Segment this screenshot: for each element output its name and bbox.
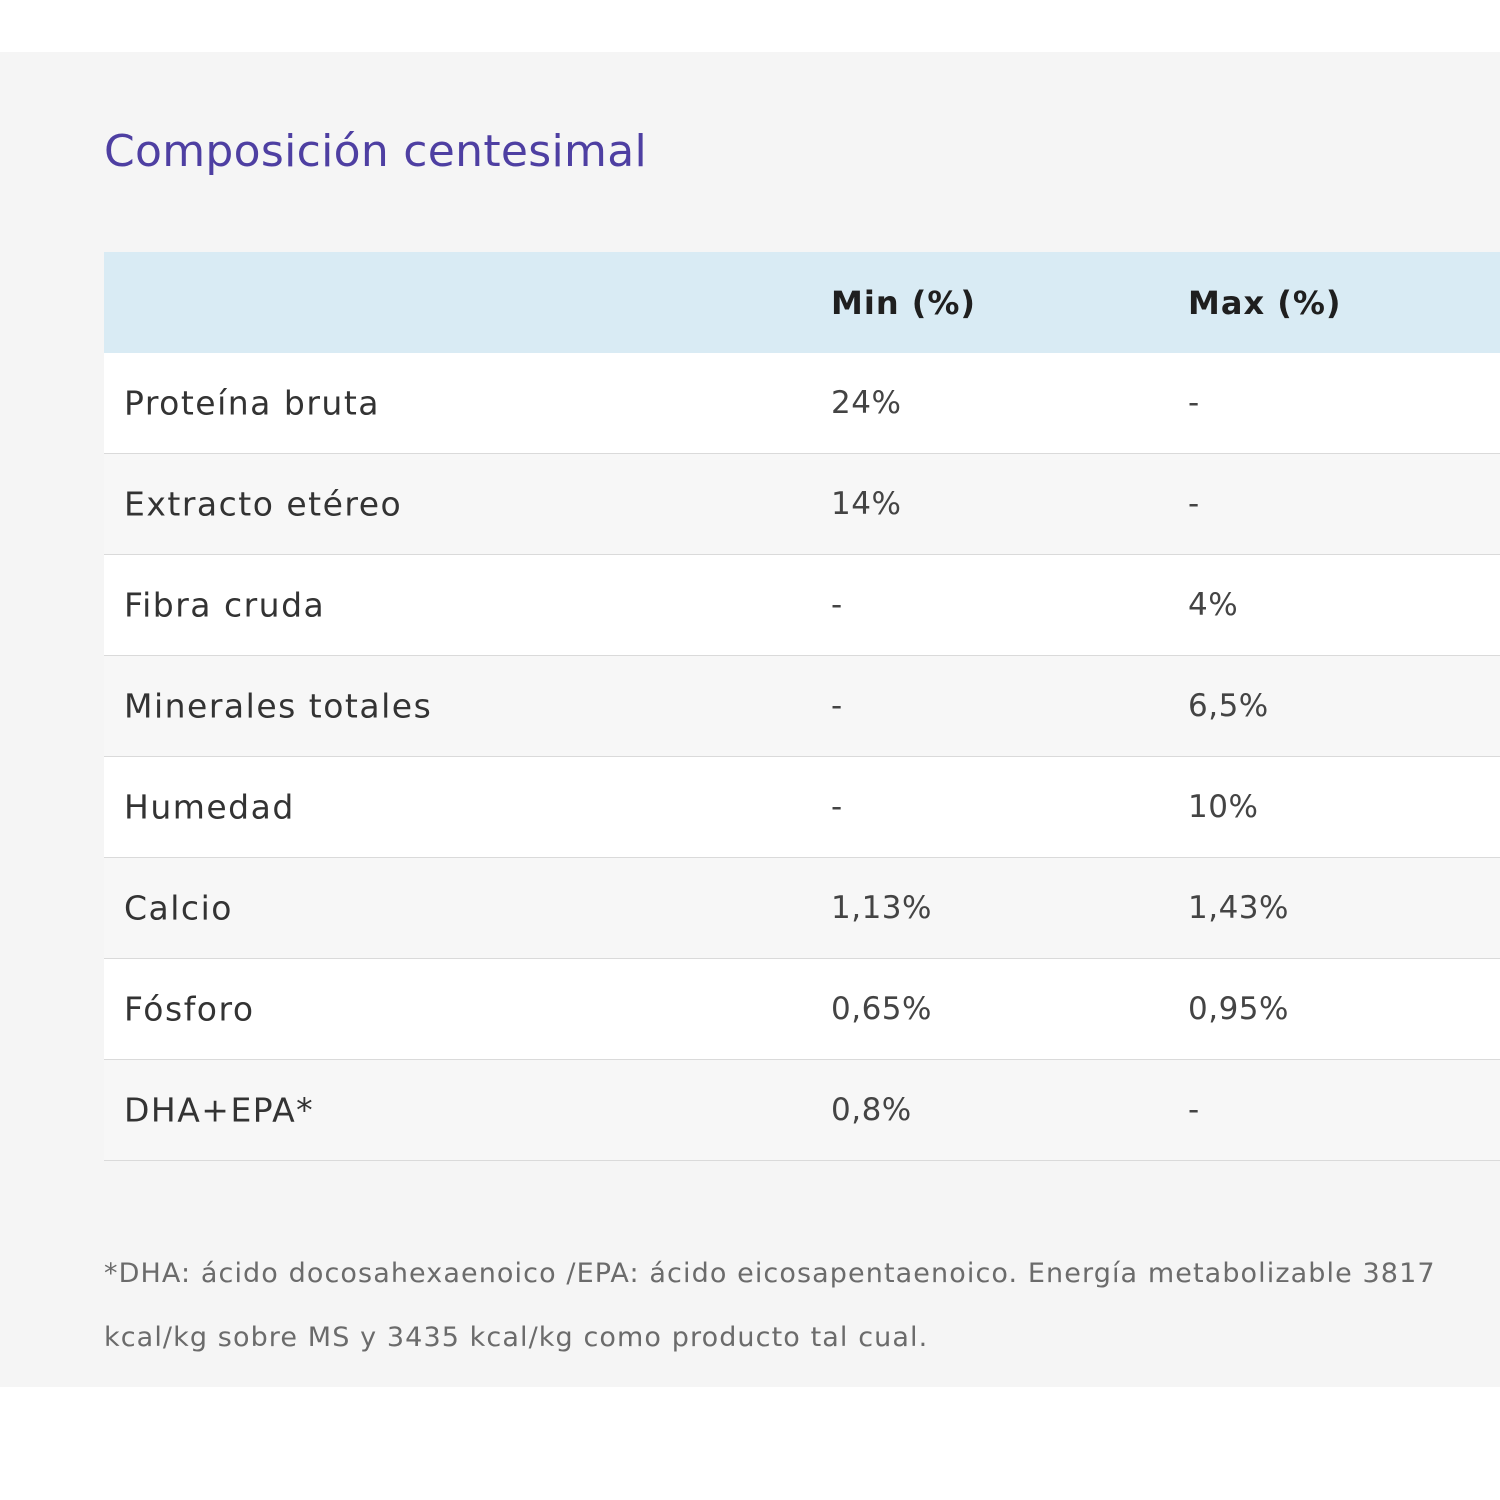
table-row: Extracto etéreo 14% -: [104, 454, 1500, 555]
row-min-value: 1,13%: [831, 890, 932, 926]
composition-table: Min (%) Max (%) Proteína bruta 24% - Ext…: [104, 252, 1500, 1161]
table-row: Calcio 1,13% 1,43%: [104, 858, 1500, 959]
section-title: Composición centesimal: [104, 126, 647, 177]
row-name: Humedad: [124, 787, 295, 827]
row-min-value: -: [831, 587, 843, 623]
row-max-value: 4%: [1188, 587, 1239, 623]
table-row: Humedad - 10%: [104, 757, 1500, 858]
table-row: Minerales totales - 6,5%: [104, 656, 1500, 757]
table-row: Proteína bruta 24% -: [104, 353, 1500, 454]
row-max-value: -: [1188, 1092, 1200, 1128]
row-min-value: 24%: [831, 385, 902, 421]
header-cell-max: Max (%): [1188, 283, 1342, 322]
row-max-value: -: [1188, 385, 1200, 421]
table-header-row: Min (%) Max (%): [104, 252, 1500, 353]
row-min-value: 14%: [831, 486, 902, 522]
row-min-value: 0,65%: [831, 991, 932, 1027]
row-max-value: 1,43%: [1188, 890, 1289, 926]
row-max-value: 6,5%: [1188, 688, 1269, 724]
row-name: DHA+EPA*: [124, 1090, 315, 1130]
row-name: Calcio: [124, 888, 233, 928]
header-cell-min: Min (%): [831, 283, 977, 322]
row-name: Fibra cruda: [124, 585, 326, 625]
row-max-value: 10%: [1188, 789, 1259, 825]
row-max-value: 0,95%: [1188, 991, 1289, 1027]
row-name: Proteína bruta: [124, 383, 380, 423]
row-min-value: -: [831, 789, 843, 825]
footnote: *DHA: ácido docosahexaenoico /EPA: ácido…: [104, 1258, 1436, 1353]
row-name: Minerales totales: [124, 686, 433, 726]
row-min-value: -: [831, 688, 843, 724]
composition-panel: Composición centesimal Min (%) Max (%) P…: [0, 52, 1500, 1387]
row-min-value: 0,8%: [831, 1092, 912, 1128]
table-row: Fibra cruda - 4%: [104, 555, 1500, 656]
row-max-value: -: [1188, 486, 1200, 522]
table-row: DHA+EPA* 0,8% -: [104, 1060, 1500, 1161]
row-name: Extracto etéreo: [124, 484, 403, 524]
row-name: Fósforo: [124, 989, 255, 1029]
table-row: Fósforo 0,65% 0,95%: [104, 959, 1500, 1060]
